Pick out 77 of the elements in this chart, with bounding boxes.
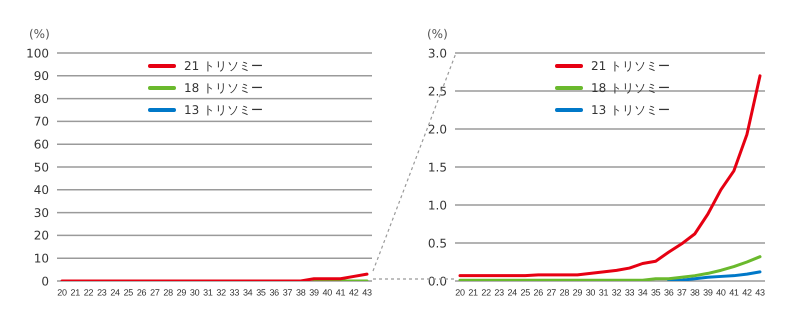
legend-label: 13 トリソミー [184, 102, 264, 118]
x-tick-label: 33 [230, 287, 240, 298]
x-tick-label: 25 [124, 287, 134, 298]
x-tick-label: 24 [507, 287, 518, 298]
line-series [667, 270, 762, 281]
x-tick-label: 37 [677, 287, 687, 298]
x-tick-label: 27 [150, 287, 160, 298]
x-tick-label: 22 [481, 287, 492, 298]
x-tick-label: 22 [84, 287, 94, 298]
y-axis-title: (%) [29, 27, 50, 41]
legend-label: 21 トリソミー [184, 58, 264, 74]
y-tick-label: 1.0 [428, 198, 447, 212]
x-tick-label: 32 [612, 287, 622, 298]
x-tick-label: 25 [520, 287, 530, 298]
line-series [458, 74, 762, 278]
y-tick-label: 70 [34, 114, 49, 129]
x-tick-label: 27 [546, 287, 556, 298]
x-tick-label: 36 [269, 287, 280, 298]
x-tick-label: 20 [455, 287, 465, 298]
y-tick-label: 100 [26, 46, 49, 60]
y-tick-label: 40 [34, 183, 49, 198]
y-tick-label: 0 [41, 274, 49, 288]
x-tick-label: 35 [650, 287, 661, 298]
x-tick-label: 32 [216, 287, 226, 298]
x-tick-label: 23 [97, 287, 107, 298]
x-tick-label: 30 [190, 287, 200, 298]
line-series [60, 272, 368, 281]
x-tick-label: 26 [136, 287, 147, 298]
x-tick-label: 29 [572, 287, 582, 298]
x-tick-label: 38 [690, 287, 700, 298]
x-tick-label: 24 [110, 287, 120, 298]
y-tick-label: 30 [34, 206, 49, 220]
x-tick-label: 30 [586, 287, 596, 298]
x-tick-label: 41 [729, 287, 739, 298]
x-tick-label: 42 [742, 287, 752, 298]
y-tick-label: 50 [34, 160, 49, 174]
x-tick-label: 37 [282, 287, 292, 298]
x-tick-label: 39 [703, 287, 713, 298]
x-tick-label: 40 [322, 287, 332, 298]
line-series [458, 255, 762, 281]
x-tick-label: 20 [57, 287, 67, 298]
x-tick-label: 43 [362, 287, 372, 298]
legend-label: 18 トリソミー [591, 80, 670, 96]
x-tick-label: 35 [256, 287, 266, 298]
legend-label: 18 トリソミー [184, 80, 264, 96]
x-tick-label: 41 [336, 287, 346, 298]
y-tick-label: 2.0 [428, 122, 447, 136]
legend-label: 13 トリソミー [591, 102, 670, 118]
y-tick-label: 0.5 [428, 236, 447, 250]
x-tick-label: 38 [296, 287, 306, 298]
y-tick-label: 2.5 [428, 84, 447, 98]
x-tick-label: 42 [349, 287, 359, 298]
y-tick-label: 1.5 [428, 160, 447, 174]
x-tick-label: 21 [468, 287, 478, 298]
x-tick-label: 29 [176, 287, 186, 298]
legend-label: 21 トリソミー [591, 58, 670, 74]
y-axis-title: (%) [427, 27, 448, 41]
x-tick-label: 21 [70, 287, 80, 298]
x-tick-label: 40 [716, 287, 726, 298]
x-tick-label: 33 [624, 287, 635, 298]
x-tick-label: 23 [494, 287, 504, 298]
y-tick-label: 10 [34, 251, 49, 266]
y-tick-label: 20 [34, 228, 49, 243]
x-tick-label: 26 [534, 287, 544, 298]
x-tick-label: 34 [638, 287, 648, 298]
x-tick-label: 31 [203, 287, 213, 298]
x-tick-label: 28 [163, 287, 174, 298]
y-tick-label: 80 [34, 92, 49, 106]
x-tick-label: 28 [560, 287, 570, 298]
y-tick-label: 90 [34, 69, 49, 84]
x-tick-label: 43 [755, 287, 765, 298]
x-tick-label: 36 [664, 287, 674, 298]
y-tick-label: 60 [34, 137, 49, 152]
y-tick-label: 3.0 [428, 46, 447, 60]
x-tick-label: 34 [242, 287, 253, 298]
x-tick-label: 39 [309, 287, 319, 298]
x-tick-label: 31 [598, 287, 608, 298]
